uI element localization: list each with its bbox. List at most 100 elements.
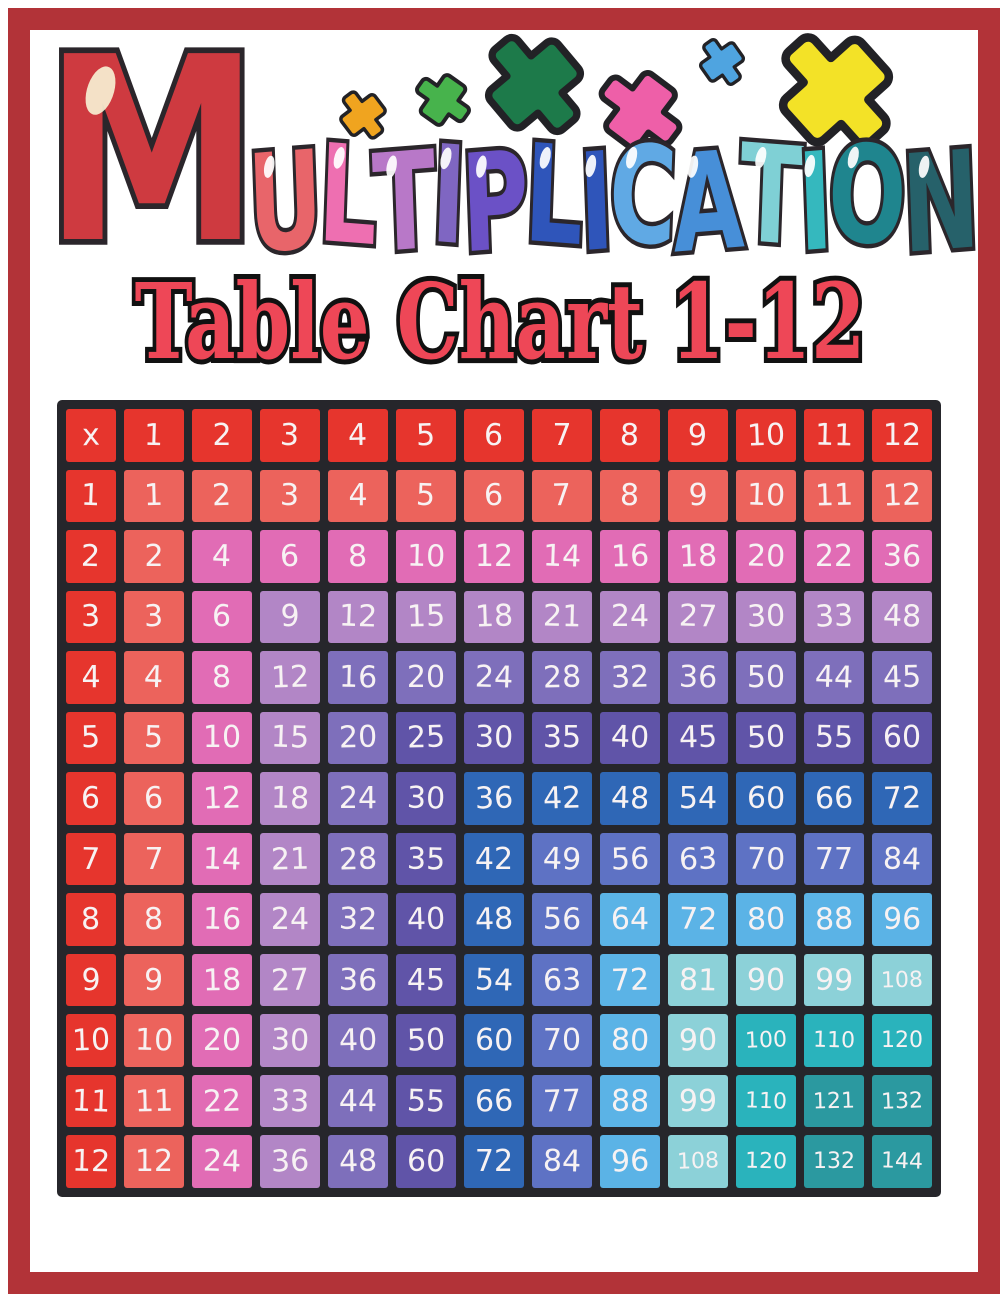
table-cell: 2 [192, 469, 252, 523]
table-cell: 25 [396, 711, 456, 765]
table-cell: 60 [396, 1135, 456, 1188]
cell-value: 84 [882, 840, 922, 878]
cell-value: 40 [406, 901, 446, 938]
cell-value: 50 [746, 719, 786, 757]
cell-value: 15 [270, 719, 310, 757]
cell-value: 96 [610, 1143, 650, 1180]
table-cell: 108 [872, 953, 932, 1007]
cell-value: 11 [134, 1083, 174, 1120]
cell-value: 100 [744, 1027, 788, 1054]
table-cell: 132 [804, 1135, 864, 1188]
cell-value: 24 [270, 902, 310, 938]
cell-value: 16 [610, 538, 650, 575]
cell-value: 64 [610, 902, 650, 938]
cell-value: 36 [338, 962, 378, 999]
table-cell: 6 [464, 469, 524, 523]
cell-value: 72 [474, 1144, 514, 1180]
column-header-cell: 4 [328, 409, 388, 462]
cell-value: 24 [202, 1143, 242, 1180]
table-cell: 30 [260, 1014, 320, 1067]
table-cell: 70 [736, 832, 796, 886]
title-letter: T [737, 115, 805, 277]
cell-value: 36 [678, 659, 718, 696]
table-cell: 16 [328, 651, 388, 704]
table-cell: 8 [328, 530, 388, 583]
table-cell: 144 [872, 1135, 932, 1188]
table-cell: 30 [736, 590, 796, 644]
cell-value: 1 [80, 477, 102, 514]
cell-value: 5 [80, 720, 102, 756]
cell-value: 24 [338, 780, 378, 816]
table-cell: 6 [124, 772, 184, 825]
cell-value: 45 [882, 659, 922, 696]
cell-value: 72 [610, 961, 650, 999]
cell-value: 9 [687, 417, 709, 454]
page-subtitle: Table Chart 1-12 [125, 270, 875, 375]
table-cell: 42 [532, 772, 592, 825]
table-cell: 28 [328, 832, 388, 886]
table-cell: 49 [532, 832, 592, 886]
cell-value: 36 [474, 780, 514, 817]
table-cell: 7 [532, 469, 592, 523]
cell-value: 110 [744, 1087, 788, 1115]
table-cell: 121 [804, 1074, 864, 1128]
cell-value: 16 [202, 901, 242, 938]
row-header-cell: 1 [66, 469, 116, 523]
table-cell: 20 [396, 651, 456, 704]
table-cell: 60 [736, 772, 796, 825]
table-cell: 48 [872, 590, 932, 644]
cell-value: x [81, 417, 101, 454]
cell-value: 6 [483, 478, 505, 514]
cell-value: 22 [814, 538, 854, 574]
cell-value: 7 [551, 477, 573, 514]
table-cell: 110 [804, 1014, 864, 1067]
cell-value: 20 [202, 1023, 242, 1059]
table-cell: 12 [192, 772, 252, 825]
table-cell: 35 [532, 711, 592, 765]
cell-value: 25 [406, 719, 446, 757]
table-cell: 36 [260, 1135, 320, 1188]
title-word: U L T I P L I C A T I O N [245, 114, 981, 284]
cell-value: 108 [676, 1148, 720, 1175]
table-cell: 110 [736, 1074, 796, 1128]
title-letter: U [245, 121, 325, 284]
table-cell: 18 [464, 590, 524, 644]
cell-value: 18 [270, 780, 310, 817]
cell-value: 18 [202, 962, 242, 999]
table-cell: 24 [600, 590, 660, 644]
cell-value: 120 [881, 1028, 923, 1054]
table-cell: 4 [192, 530, 252, 583]
cell-value: 90 [678, 1022, 718, 1059]
title-letter: P [459, 122, 532, 284]
table-cell: 88 [804, 893, 864, 946]
table-cell: 40 [600, 711, 660, 765]
table-cell: 24 [464, 651, 524, 704]
cell-value: 2 [144, 538, 164, 574]
cell-value: 35 [542, 720, 582, 756]
table-cell: 50 [396, 1014, 456, 1067]
cell-value: 55 [406, 1083, 446, 1120]
cell-value: 1 [143, 478, 165, 514]
table-cell: 4 [124, 651, 184, 704]
table-cell: 4 [328, 469, 388, 523]
table-cell: 42 [464, 832, 524, 886]
table-cell: 10 [192, 711, 252, 765]
table-cell: 9 [260, 590, 320, 644]
cell-value: 144 [880, 1148, 924, 1175]
cell-value: 11 [71, 1083, 111, 1120]
row-header-cell: 9 [66, 953, 116, 1007]
cell-value: 12 [882, 417, 922, 453]
table-cell: 56 [532, 893, 592, 946]
table-cell: 44 [328, 1074, 388, 1128]
cell-value: 90 [746, 962, 786, 998]
cell-value: 99 [678, 1083, 718, 1119]
cell-value: 66 [814, 780, 854, 817]
cell-value: 12 [134, 1144, 174, 1180]
row-header-cell: 10 [66, 1014, 116, 1067]
cell-value: 7 [552, 417, 572, 453]
cell-value: 8 [619, 478, 641, 514]
table-cell: 45 [872, 651, 932, 704]
cell-value: 45 [406, 962, 446, 998]
corner-cell: x [66, 409, 116, 462]
title-letter: N [899, 121, 981, 284]
